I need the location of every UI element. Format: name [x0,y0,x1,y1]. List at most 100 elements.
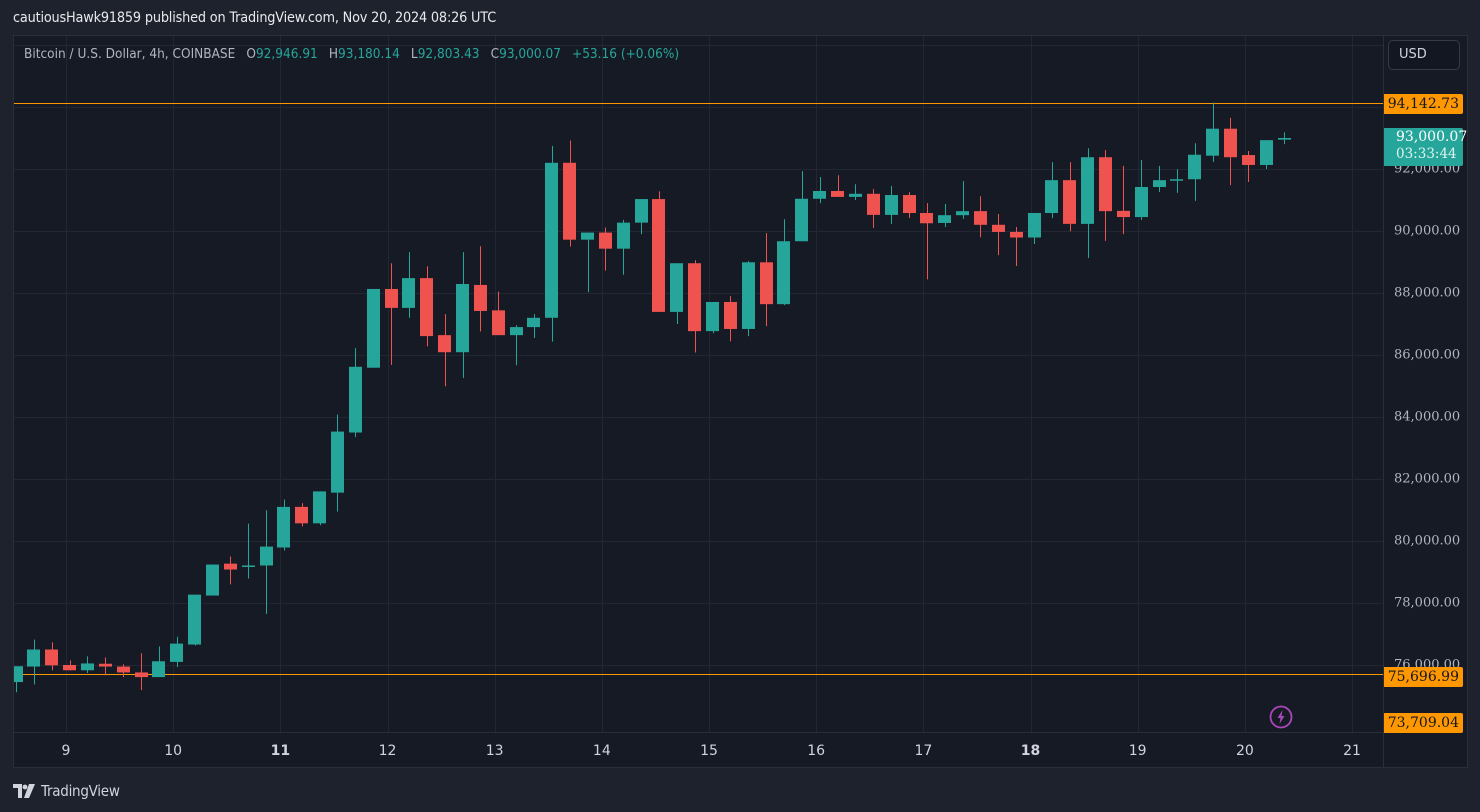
candle [938,204,951,227]
candle [367,288,380,368]
candle [456,252,469,378]
last-price-tag: 93,000.07 03:33:44 [1384,128,1468,166]
legend-close-value: 93,000.07 [499,46,561,62]
candle [474,246,487,332]
candle [1063,162,1076,232]
plot-area[interactable]: Bitcoin / U.S. Dollar, 4h, COINBASE O92,… [14,36,1383,732]
candle [1081,148,1094,258]
time-tick-label: 17 [914,743,933,759]
candle [135,653,148,691]
time-tick-label: 20 [1235,743,1254,759]
candle [1206,102,1219,162]
time-tick-label: 11 [270,743,291,759]
candle [670,263,683,324]
tradingview-logo-icon [13,784,35,798]
candle [974,196,987,238]
candle [27,639,40,685]
candle [1224,117,1237,186]
candle [1170,169,1183,193]
candle [206,564,219,596]
candle [1278,132,1291,145]
candle [170,636,183,668]
price-axis[interactable]: USD 92,000.00 90,000.00 88,000.00 86,000.00… [1383,36,1468,767]
candle [63,660,76,671]
candle [1045,162,1058,218]
legend-open-value: 92,946.91 [255,46,318,62]
candle [349,348,362,438]
candle [438,314,451,387]
candle [1242,151,1255,183]
candle [1188,143,1201,201]
time-tick-label: 10 [164,743,183,759]
chart-panel: Bitcoin / U.S. Dollar, 4h, COINBASE O92,… [13,35,1468,768]
time-axis[interactable]: 9 10 11 12 13 14 15 16 17 18 19 20 21 [14,732,1383,767]
time-tick-label: 14 [592,743,611,759]
price-tick-label: 90,000.00 [1394,223,1461,239]
candle [45,642,58,671]
time-tick-label: 19 [1128,743,1147,759]
candle [224,556,237,585]
legend: Bitcoin / U.S. Dollar, 4h, COINBASE O92,… [24,46,679,62]
footer: TradingView [13,780,128,802]
legend-change: +53.16 (+0.06%) [572,46,680,62]
upper-line-price-tag: 94,142.73 [1384,94,1463,114]
candle [1010,226,1023,267]
candle [527,314,540,338]
tradingview-wordmark[interactable]: TradingView [41,782,120,800]
candle [992,213,1005,256]
lower-line-price-tag: 75,696.99 [1384,667,1463,687]
candle [152,646,165,678]
time-tick-label: 13 [485,743,504,759]
legend-high-value: 93,180.14 [338,46,400,62]
candle [867,189,880,228]
candle [492,291,505,336]
candle [1028,213,1041,245]
candle [885,186,898,224]
candle [277,499,290,551]
candle [688,260,701,353]
candle [81,656,94,674]
candle [724,296,737,342]
time-tick-label: 15 [700,743,718,759]
bar-countdown: 03:33:44 [1396,146,1457,162]
legend-symbol[interactable]: Bitcoin / U.S. Dollar, 4h, COINBASE [24,46,236,62]
candle [760,233,773,327]
time-tick-label: 16 [807,743,826,759]
candle [813,177,826,204]
legend-close-label: C [490,46,500,62]
time-tick-label: 21 [1343,743,1361,759]
candle [99,657,112,676]
candle [402,252,415,318]
price-tick-label: 82,000.00 [1394,471,1461,487]
last-price-value: 93,000.07 [1396,129,1468,145]
candle [385,263,398,365]
price-tick-label: 88,000.00 [1394,285,1461,301]
candle [581,232,594,293]
legend-high-label: H [328,46,339,62]
candle [117,664,130,678]
legend-low-label: L [410,46,418,62]
candle [635,199,648,235]
candle [831,175,844,197]
price-tick-label: 84,000.00 [1394,409,1461,425]
legend-open-label: O [246,46,256,62]
currency-button[interactable]: USD [1388,40,1460,70]
candle [510,325,523,366]
candle [617,219,630,275]
price-tick-label: 86,000.00 [1394,347,1461,363]
candle [903,192,916,218]
bottom-marker-price-tag: 73,709.04 [1384,713,1463,733]
candle [14,666,23,693]
candlestick-chart [14,36,1383,732]
candle [1135,160,1148,220]
publish-line: cautiousHawk91859 published on TradingVi… [13,10,497,26]
candle [1099,150,1112,241]
time-tick-label: 9 [61,743,71,759]
time-tick-label: 12 [378,743,397,759]
candle [420,266,433,347]
candle [242,523,255,579]
lightning-icon[interactable] [1269,705,1293,729]
candle [777,219,790,306]
candle [920,203,933,280]
candle [795,171,808,242]
